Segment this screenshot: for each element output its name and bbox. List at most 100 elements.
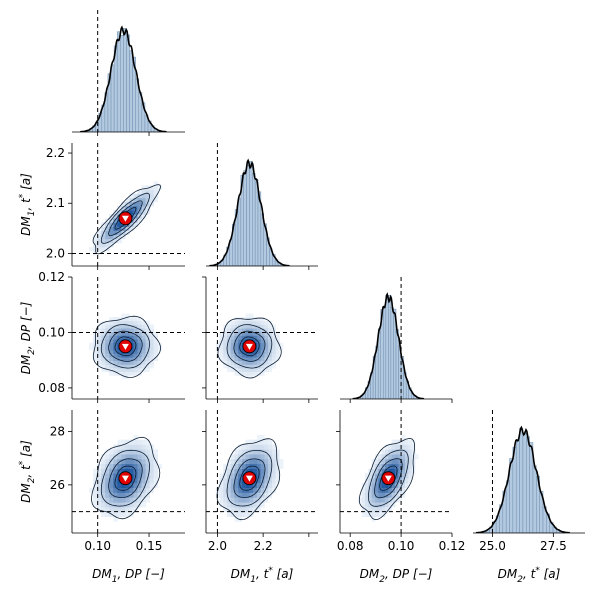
density-cell — [133, 335, 138, 340]
density-cell — [253, 339, 258, 343]
density-cell — [371, 497, 376, 503]
density-cell — [153, 339, 158, 343]
density-cell — [219, 335, 224, 340]
density-cell — [121, 324, 126, 329]
kde-contour — [217, 317, 282, 379]
density-cell — [137, 317, 142, 322]
density-cell — [249, 482, 254, 489]
density-cell — [271, 487, 276, 493]
density-cell — [226, 458, 232, 465]
density-cell — [260, 449, 265, 455]
density-cell — [249, 487, 254, 493]
density-cell — [117, 324, 122, 329]
hist-bar-p1 — [249, 161, 253, 266]
density-cell — [271, 458, 276, 465]
density-cell — [256, 349, 261, 354]
density-cell — [223, 353, 228, 358]
density-cell — [226, 339, 232, 343]
density-cell — [253, 324, 258, 329]
density-cell — [89, 247, 94, 252]
density-cell — [145, 331, 150, 336]
density-cell — [230, 502, 235, 508]
density-cell — [271, 364, 276, 369]
density-cell — [271, 482, 276, 489]
density-cell — [271, 342, 276, 347]
density-cell — [230, 346, 235, 351]
density-cell — [145, 364, 150, 369]
density-cell — [117, 349, 122, 354]
density-cell — [223, 360, 228, 365]
density-cell — [241, 482, 246, 489]
density-cell — [268, 482, 273, 489]
density-cell — [223, 331, 228, 336]
density-cell — [97, 468, 102, 474]
density-cell — [133, 201, 138, 207]
density-cell — [101, 487, 106, 493]
density-cell — [226, 335, 232, 340]
density-cell — [149, 357, 154, 362]
density-cell — [145, 353, 150, 358]
density-cell — [105, 449, 110, 455]
density-cell — [245, 454, 250, 460]
density-cell — [113, 346, 118, 351]
density-cell — [264, 320, 269, 325]
density-cell — [241, 360, 246, 365]
density-cell — [141, 482, 146, 489]
density-cell — [275, 346, 280, 351]
density-cell — [378, 463, 382, 469]
density-cell — [129, 317, 134, 322]
density-cell — [109, 218, 114, 223]
density-cell — [245, 364, 250, 369]
density-cell — [253, 468, 258, 474]
density-cell — [245, 439, 250, 445]
hist-bar-p0 — [110, 64, 115, 132]
density-cell — [145, 473, 150, 479]
density-cell — [121, 320, 126, 325]
density-cell — [388, 507, 392, 513]
density-cell — [230, 360, 235, 365]
density-cell — [378, 454, 382, 460]
density-cell — [223, 349, 228, 354]
density-cell — [268, 357, 273, 362]
density-cell — [234, 511, 239, 517]
density-cell — [260, 324, 265, 329]
density-cell — [275, 349, 280, 354]
density-cell — [234, 371, 239, 376]
density-cell — [117, 320, 122, 325]
density-cell — [253, 328, 258, 333]
density-cell — [264, 342, 269, 347]
hist-bar-p1 — [254, 179, 259, 266]
density-cell — [141, 357, 146, 362]
density-cell — [264, 468, 269, 474]
density-cell — [256, 360, 261, 365]
density-cell — [260, 357, 265, 362]
density-cell — [381, 482, 386, 489]
density-cell — [249, 328, 254, 333]
density-cell — [268, 342, 273, 347]
density-cell — [241, 331, 246, 336]
hist-bar-p0 — [126, 34, 130, 132]
kde-contour — [100, 324, 151, 369]
density-cell — [105, 353, 110, 358]
density-cell — [133, 463, 138, 469]
density-cell — [101, 492, 106, 498]
density-cell — [375, 458, 379, 465]
density-cell — [238, 324, 243, 329]
density-cell — [256, 463, 261, 469]
density-cell — [125, 324, 130, 329]
density-cell — [234, 317, 239, 322]
density-cell — [109, 482, 114, 489]
density-cell — [141, 320, 146, 325]
density-cell — [234, 368, 239, 373]
density-cell — [137, 368, 142, 373]
density-cell — [121, 511, 126, 517]
density-cell — [230, 342, 235, 347]
density-cell — [264, 497, 269, 503]
density-cell — [408, 439, 412, 445]
density-cell — [121, 492, 126, 498]
density-cell — [129, 487, 134, 493]
density-cell — [113, 349, 118, 354]
density-cell — [153, 468, 158, 474]
density-cell — [395, 492, 399, 498]
density-cell — [256, 339, 261, 343]
